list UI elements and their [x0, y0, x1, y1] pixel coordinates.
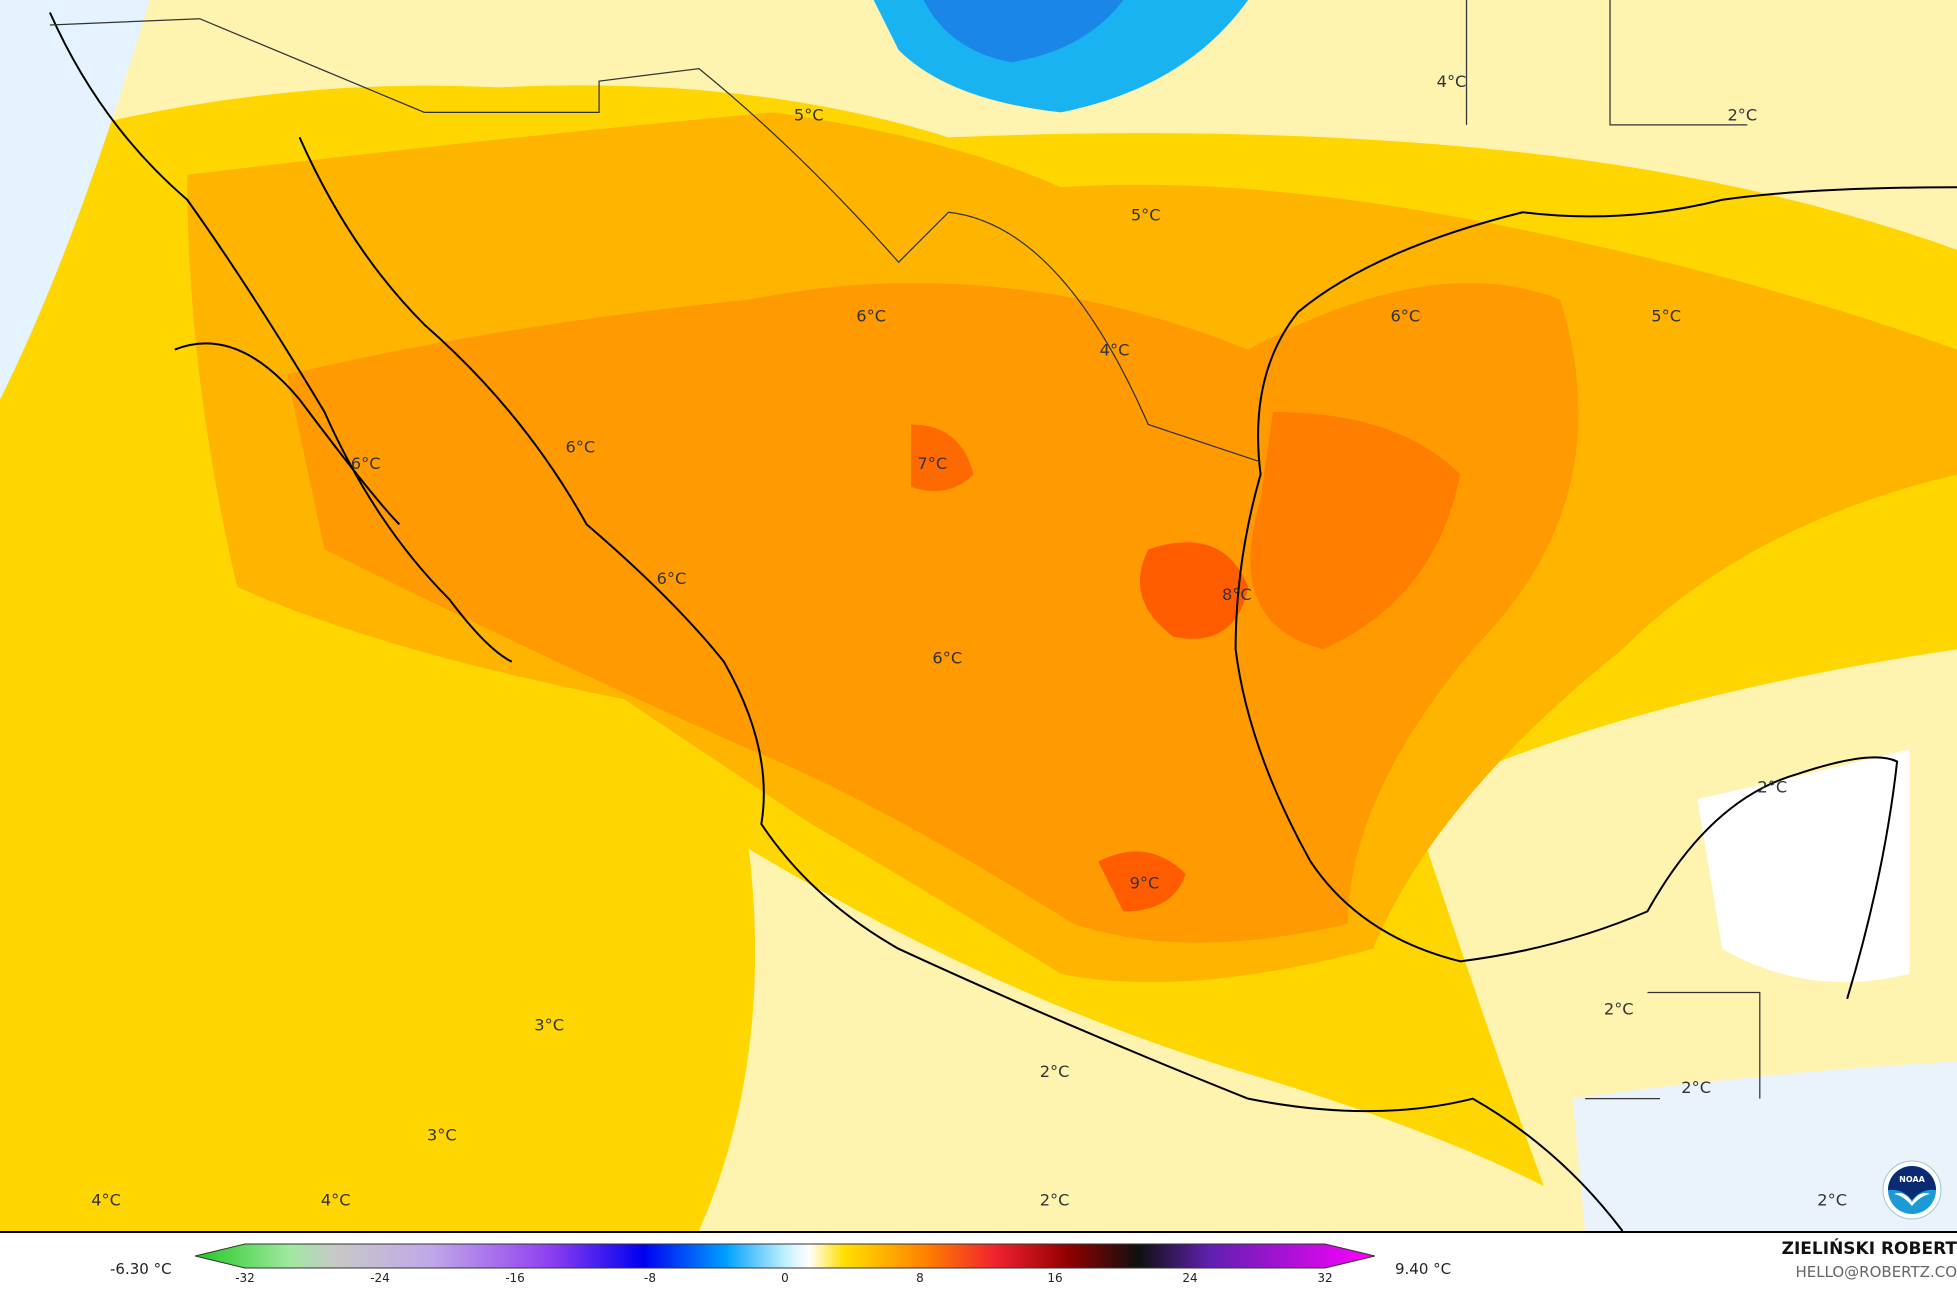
borders [49, 0, 1761, 1100]
legend-footer: -6.30 °C -32 -24 -16 -8 0 8 16 24 32 9.40 °C ZIE… [0, 1231, 1957, 1289]
colorbar-tick-label: -16 [505, 1271, 525, 1285]
colorbar-tick-label: -8 [644, 1271, 656, 1285]
temperature-label: 2°C [1040, 1191, 1070, 1210]
colorbar [195, 1243, 1375, 1269]
temperature-label: 6°C [1390, 307, 1420, 326]
colorbar-tick-label: 24 [1182, 1271, 1198, 1285]
temperature-anomaly-map: 5°C 4°C 2°C 5°C 6°C 4°C 6°C 5°C 6°C 6°C 7°C 6°C 8°C 6… [0, 0, 1957, 1231]
legend-max-value: 9.40 °C [1395, 1260, 1452, 1278]
pale-region-south [698, 848, 1623, 1231]
temperature-label: 7°C [917, 454, 947, 473]
temperature-label: 6°C [657, 569, 687, 588]
colorbar-tick-label: -24 [370, 1271, 390, 1285]
temperature-label: 6°C [565, 438, 595, 457]
temperature-label: 2°C [1040, 1062, 1070, 1081]
svg-text:NOAA: NOAA [1899, 1175, 1925, 1184]
colorbar-tick-label: -32 [235, 1271, 255, 1285]
colorbar-tick-label: 32 [1317, 1271, 1333, 1285]
legend-min-value: -6.30 °C [110, 1260, 172, 1278]
author-email[interactable]: HELLO@ROBERTZ.CO [1795, 1263, 1957, 1281]
temperature-label: 8°C [1222, 585, 1252, 604]
temperature-label: 9°C [1130, 873, 1160, 892]
central-america-pale [1572, 1061, 1957, 1231]
temperature-label: 4°C [1100, 340, 1130, 359]
temperature-label: 2°C [1757, 777, 1787, 796]
temperature-label: 6°C [932, 649, 962, 668]
temperature-label: 4°C [91, 1191, 121, 1210]
temperature-label: 2°C [1817, 1191, 1847, 1210]
pale-blue-northwest [0, 0, 150, 400]
temperature-label: 5°C [1131, 205, 1161, 224]
hot-core-central [1098, 851, 1186, 912]
colorbar-tick-label: 16 [1047, 1271, 1063, 1285]
yucatan-white [1697, 749, 1910, 983]
hot-region-gulf [1250, 411, 1461, 650]
temperature-label: 3°C [534, 1016, 564, 1035]
noaa-logo: NOAA [1882, 1160, 1942, 1220]
colorbar-tick-label: 8 [916, 1271, 924, 1285]
coastline [49, 12, 1957, 1231]
hot-core-north [911, 424, 974, 492]
temperature-label: 4°C [321, 1191, 351, 1210]
temperature-label: 4°C [1437, 72, 1467, 91]
temperature-label: 3°C [427, 1126, 457, 1145]
temperature-label: 5°C [1651, 307, 1681, 326]
temperature-label: 2°C [1681, 1078, 1711, 1097]
temperature-label: 2°C [1727, 106, 1757, 125]
temperature-label: 6°C [351, 454, 381, 473]
pale-region-north [0, 0, 1957, 250]
warmer-region [287, 282, 1579, 943]
author-credit: ZIELIŃSKI ROBERT [1781, 1239, 1957, 1259]
temperature-label: 6°C [856, 307, 886, 326]
temperature-label: 5°C [794, 106, 824, 125]
hot-core-east [1139, 542, 1249, 639]
colorbar-tick-label: 0 [781, 1271, 789, 1285]
cold-core [923, 0, 1124, 63]
temperature-label: 2°C [1604, 1000, 1634, 1019]
